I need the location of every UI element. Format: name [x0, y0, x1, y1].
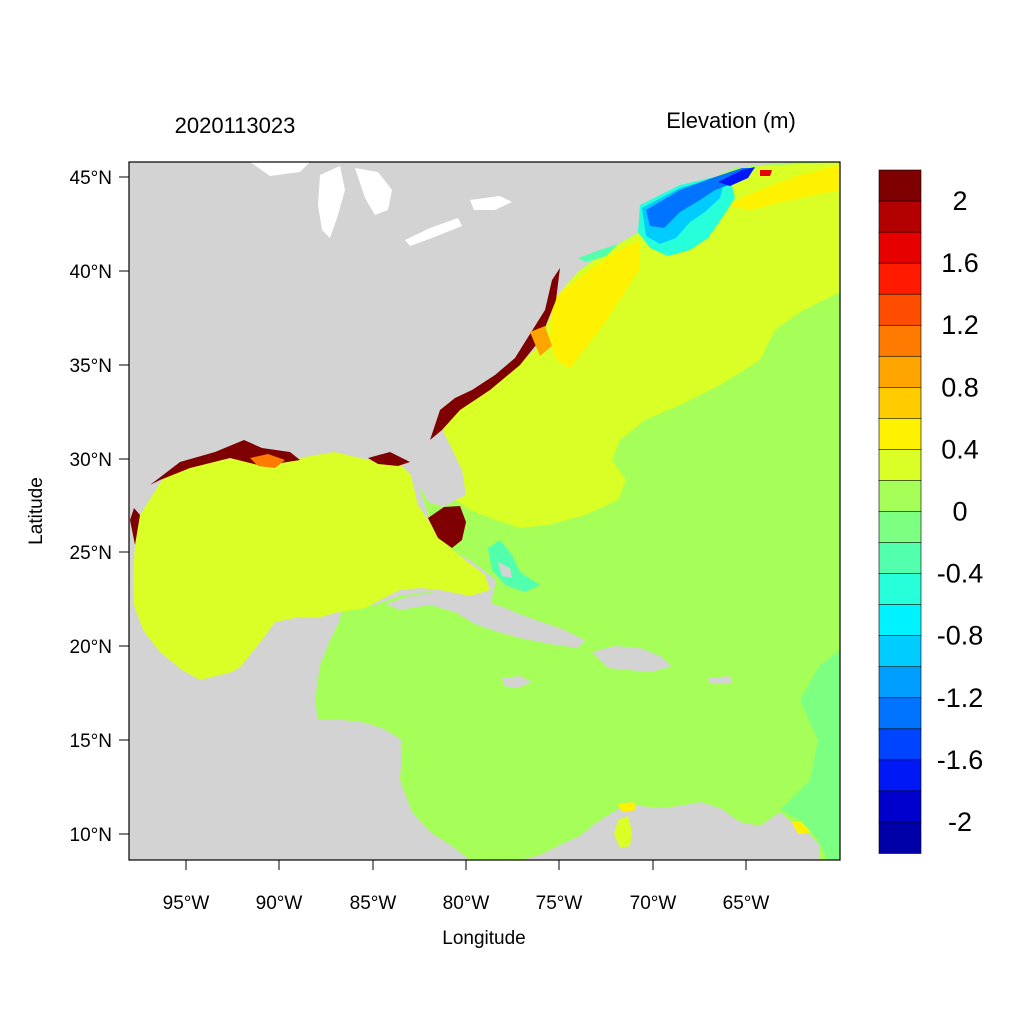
lake-huron — [355, 168, 392, 215]
y-axis-title: Latitude — [26, 477, 47, 545]
sw-florida-high-water — [428, 506, 466, 548]
colorbar-segment — [878, 418, 922, 451]
colorbar-segment — [878, 293, 922, 327]
colorbar-segment — [878, 728, 922, 761]
x-tick-label: 95°W — [163, 893, 210, 914]
colorbar-segment — [878, 355, 922, 389]
bay-of-fundy-low — [718, 167, 755, 186]
colorbar-label: 1.6 — [941, 248, 979, 278]
colorbar-label: -2 — [948, 807, 972, 837]
colorbar-segment — [878, 573, 922, 606]
hispaniola — [592, 646, 672, 672]
colorbar-labels: 2 1.6 1.2 0.8 0.4 0 -0.4 -0.8 -1.2 -1.6 -2 — [937, 186, 984, 837]
x-tick-label: 65°W — [723, 893, 770, 914]
lake-ontario — [470, 196, 512, 210]
eastern-caribbean-low — [780, 650, 840, 860]
y-tick-label: 45°N — [70, 168, 112, 189]
lake-michigan — [318, 166, 345, 238]
colorbar-label: 2 — [952, 186, 967, 216]
colorbar-segment — [878, 604, 922, 637]
colorbar-segment — [878, 449, 922, 482]
colorbar-label: -1.2 — [937, 683, 984, 713]
bahamas-bank — [488, 540, 540, 592]
y-tick-label: 35°N — [70, 356, 112, 377]
colorbar-segment — [878, 262, 922, 295]
louisiana-orange-band — [250, 454, 285, 468]
timestamp-title: 2020113023 — [175, 113, 296, 138]
x-axis-title: Longitude — [442, 928, 525, 949]
map-panel — [129, 162, 840, 860]
colorbar-segment — [878, 790, 922, 823]
colorbar-segment — [878, 200, 922, 233]
colorbar-segment — [878, 324, 922, 358]
colorbar-label: 0 — [952, 497, 967, 527]
colorbar-segment — [878, 821, 922, 854]
colorbar-label: -0.4 — [937, 559, 984, 589]
yucatan-central-america — [129, 612, 470, 860]
colorbar-segment — [878, 666, 922, 699]
colorbar-segment — [878, 697, 922, 730]
x-tick-label: 85°W — [350, 893, 397, 914]
puerto-rico — [708, 676, 732, 684]
mid-atlantic-high-water — [550, 240, 640, 368]
jamaica — [502, 676, 532, 688]
y-axis: 45°N 40°N 35°N 30°N 25°N 20°N 15°N 10°N — [70, 168, 129, 846]
colorbar-label: -0.8 — [937, 621, 984, 651]
colorbar-segment — [878, 387, 922, 420]
y-tick-label: 30°N — [70, 450, 112, 471]
x-axis: 95°W 90°W 85°W 80°W 75°W 70°W 65°W — [163, 860, 770, 914]
y-tick-label: 15°N — [70, 731, 112, 752]
colorbar-segment — [878, 511, 922, 544]
colorbar-segment — [878, 635, 922, 668]
x-tick-label: 70°W — [630, 893, 677, 914]
x-tick-label: 90°W — [256, 893, 303, 914]
atlantic-shelf-surge — [437, 162, 840, 528]
x-tick-label: 75°W — [536, 893, 583, 914]
colorbar-segment — [878, 759, 922, 792]
colorbar — [878, 169, 922, 854]
bahamas-island — [498, 562, 512, 578]
venezuela-coast-surge — [618, 802, 636, 812]
offshore-high-water — [725, 165, 840, 210]
y-tick-label: 40°N — [70, 262, 112, 283]
colorbar-label: 1.2 — [941, 310, 979, 340]
colorbar-label: -1.6 — [937, 745, 984, 775]
y-tick-label: 10°N — [70, 825, 112, 846]
lake-maracaibo-surge — [614, 816, 632, 848]
new-york-bight-low — [578, 244, 618, 262]
x-tick-label: 80°W — [443, 893, 490, 914]
lake-erie — [405, 218, 462, 246]
colorbar-segment — [878, 480, 922, 513]
florida-peninsula — [370, 420, 466, 507]
nova-scotia-high — [760, 170, 772, 176]
lake-superior — [250, 162, 310, 176]
gulf-of-mexico — [133, 452, 490, 680]
y-tick-label: 20°N — [70, 637, 112, 658]
colorbar-segment — [878, 231, 922, 264]
colorbar-label: 0.4 — [941, 434, 979, 464]
south-america — [540, 805, 820, 860]
carolina-coast-flooding — [430, 268, 560, 440]
colorbar-segment — [878, 542, 922, 575]
cuba — [385, 592, 585, 648]
colorbar-label: 0.8 — [941, 372, 979, 402]
map-frame — [128, 161, 841, 861]
y-tick-label: 25°N — [70, 543, 112, 564]
chesapeake-surge — [530, 326, 552, 356]
variable-title: Elevation (m) — [666, 108, 796, 133]
colorbar-segment — [878, 169, 922, 202]
